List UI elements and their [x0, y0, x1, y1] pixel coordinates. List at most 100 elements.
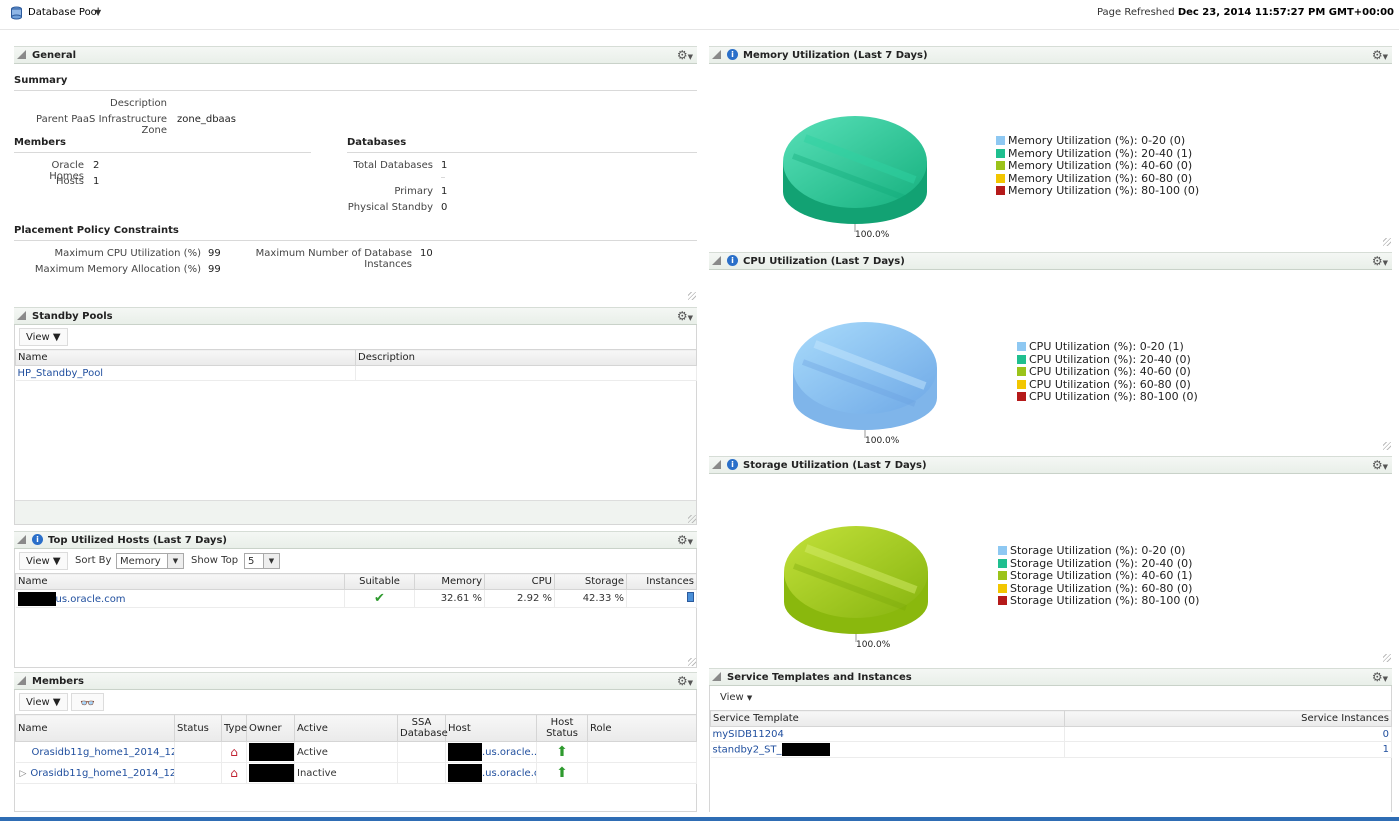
- column-header-service-template[interactable]: Service Template: [710, 710, 1065, 727]
- view-menu-button[interactable]: View ▼: [19, 552, 68, 570]
- service-instances-link[interactable]: 0: [1382, 728, 1389, 740]
- show-top-select[interactable]: 5 ▼: [244, 553, 280, 569]
- gear-icon[interactable]: ⚙▼: [1371, 254, 1388, 268]
- gear-icon[interactable]: ⚙▼: [676, 674, 693, 688]
- app-title-menu[interactable]: Database Pool: [28, 7, 100, 18]
- view-menu-button[interactable]: View ▼: [19, 328, 68, 346]
- column-header-ssa-database[interactable]: SSA Database: [397, 714, 448, 742]
- member-link[interactable]: Orasidb11g_home1_2014_12_1: [30, 767, 175, 779]
- cpu-chart-title: CPU Utilization (Last 7 Days): [743, 256, 905, 267]
- table-row[interactable]: us.oracle.com ✔ 32.61 % 2.92 % 42.33 %: [15, 589, 697, 608]
- collapse-icon[interactable]: [17, 535, 26, 544]
- zone-link[interactable]: zone_dbaas: [177, 114, 237, 125]
- member-link[interactable]: Orasidb11g_home1_2014_12_2: [31, 746, 175, 758]
- column-header-cpu[interactable]: CPU: [484, 573, 555, 590]
- collapse-icon[interactable]: [712, 460, 721, 469]
- host-link[interactable]: .us.oracle...: [482, 747, 537, 758]
- column-header-instances[interactable]: Instances: [626, 573, 697, 590]
- column-header-suitable[interactable]: Suitable: [344, 573, 415, 590]
- column-header-description[interactable]: Description: [355, 349, 697, 366]
- column-header-owner[interactable]: Owner: [246, 714, 295, 742]
- cpu-value: 2.92 %: [484, 589, 555, 608]
- service-templates-title: Service Templates and Instances: [727, 672, 912, 683]
- top-bar: Database Pool ▼ Page Refreshed Dec 23, 2…: [0, 0, 1399, 30]
- redacted-block: [781, 743, 830, 756]
- column-header-host-status[interactable]: Host Status: [536, 714, 588, 742]
- service-template-link[interactable]: mySIDB11204: [712, 728, 784, 740]
- gear-icon[interactable]: ⚙▼: [676, 48, 693, 62]
- collapse-icon[interactable]: [17, 50, 26, 59]
- storage-pie-chart[interactable]: [776, 518, 936, 643]
- gear-icon[interactable]: ⚙▼: [1371, 458, 1388, 472]
- column-header-name[interactable]: Name: [15, 714, 175, 742]
- sort-by-select[interactable]: Memory ▼: [116, 553, 184, 569]
- oracle-home-type-icon: ⌂: [230, 766, 238, 780]
- column-header-role[interactable]: Role: [587, 714, 697, 742]
- physical-standby-label: Physical Standby: [347, 202, 433, 213]
- chevron-down-icon: ▼: [263, 554, 279, 568]
- service-template-link[interactable]: standby2_ST_: [712, 744, 782, 756]
- collapse-icon[interactable]: [17, 676, 26, 685]
- total-databases-label: Total Databases: [353, 160, 433, 171]
- column-header-service-instances[interactable]: Service Instances: [1064, 710, 1392, 727]
- column-header-status[interactable]: Status: [174, 714, 222, 742]
- gear-icon[interactable]: ⚙▼: [1371, 48, 1388, 62]
- arrow-up-icon: ⬆: [556, 744, 568, 760]
- column-header-storage[interactable]: Storage: [554, 573, 627, 590]
- gear-icon[interactable]: ⚙▼: [676, 309, 693, 323]
- active-value: Inactive: [294, 762, 398, 784]
- placement-heading: Placement Policy Constraints: [14, 225, 179, 236]
- table-row[interactable]: HP_Standby_Pool: [15, 365, 697, 381]
- column-header-name[interactable]: Name: [15, 573, 345, 590]
- legend-item: CPU Utilization (%): 0-20 (1): [1017, 340, 1198, 354]
- top-hosts-body: View ▼ Sort By Memory ▼ Show Top 5 ▼: [14, 549, 697, 668]
- resize-handle[interactable]: [1383, 654, 1391, 662]
- table-row[interactable]: ▷ Orasidb11g_home1_2014_12_1 ⌂ Inactive .…: [15, 762, 697, 784]
- info-icon[interactable]: i: [727, 255, 738, 266]
- gear-icon[interactable]: ⚙▼: [1371, 670, 1388, 684]
- search-binoculars-icon[interactable]: 👓: [71, 693, 104, 711]
- legend-item: CPU Utilization (%): 20-40 (0): [1017, 353, 1198, 367]
- gear-icon[interactable]: ⚙▼: [676, 533, 693, 547]
- info-icon[interactable]: i: [727, 459, 738, 470]
- info-icon[interactable]: i: [32, 534, 43, 545]
- resize-handle[interactable]: [1383, 238, 1391, 246]
- resize-handle[interactable]: [688, 515, 696, 523]
- host-link[interactable]: us.oracle.com: [55, 593, 126, 605]
- max-instances-value: 10: [420, 248, 433, 259]
- legend-item: Memory Utilization (%): 0-20 (0): [996, 134, 1199, 148]
- column-header-name[interactable]: Name: [15, 349, 356, 366]
- members-panel-header: Members ⚙▼: [14, 672, 697, 690]
- resize-handle[interactable]: [688, 658, 696, 666]
- divider: [441, 177, 445, 178]
- resize-handle[interactable]: [688, 292, 696, 300]
- table-row[interactable]: Orasidb11g_home1_2014_12_2 ⌂ Active .us.…: [15, 741, 697, 763]
- view-menu-button[interactable]: View ▼: [720, 692, 753, 703]
- members-table: Name Status Type Owner Active SSA Databa…: [15, 714, 697, 784]
- hosts-label: Hosts: [56, 176, 84, 187]
- service-templates-table: Service Template Service Instances mySID…: [710, 710, 1392, 758]
- column-header-memory[interactable]: Memory: [414, 573, 485, 590]
- chevron-down-icon[interactable]: ▼: [95, 8, 102, 17]
- standby-pool-link[interactable]: HP_Standby_Pool: [17, 367, 104, 379]
- collapse-icon[interactable]: [17, 311, 26, 320]
- collapse-icon[interactable]: [712, 256, 721, 265]
- cpu-pie-chart[interactable]: [785, 314, 945, 439]
- instances-icon[interactable]: [687, 592, 694, 602]
- column-header-type[interactable]: Type: [221, 714, 247, 742]
- table-row[interactable]: standby2_ST_ 1: [710, 741, 1392, 758]
- resize-handle[interactable]: [1383, 442, 1391, 450]
- service-instances-link[interactable]: 1: [1382, 744, 1389, 755]
- collapse-icon[interactable]: [712, 50, 721, 59]
- legend-item: Storage Utilization (%): 20-40 (0): [998, 557, 1199, 571]
- collapse-icon[interactable]: [712, 672, 721, 681]
- expand-icon[interactable]: ▷: [19, 768, 27, 779]
- memory-pie-chart[interactable]: [775, 108, 935, 233]
- column-header-host[interactable]: Host: [445, 714, 537, 742]
- host-link[interactable]: .us.oracle.co: [482, 768, 536, 779]
- info-icon[interactable]: i: [727, 49, 738, 60]
- view-menu-button[interactable]: View ▼: [19, 693, 68, 711]
- column-header-active[interactable]: Active: [294, 714, 398, 742]
- checkmark-icon: ✔: [374, 591, 385, 606]
- table-row[interactable]: mySIDB11204 0: [710, 726, 1392, 742]
